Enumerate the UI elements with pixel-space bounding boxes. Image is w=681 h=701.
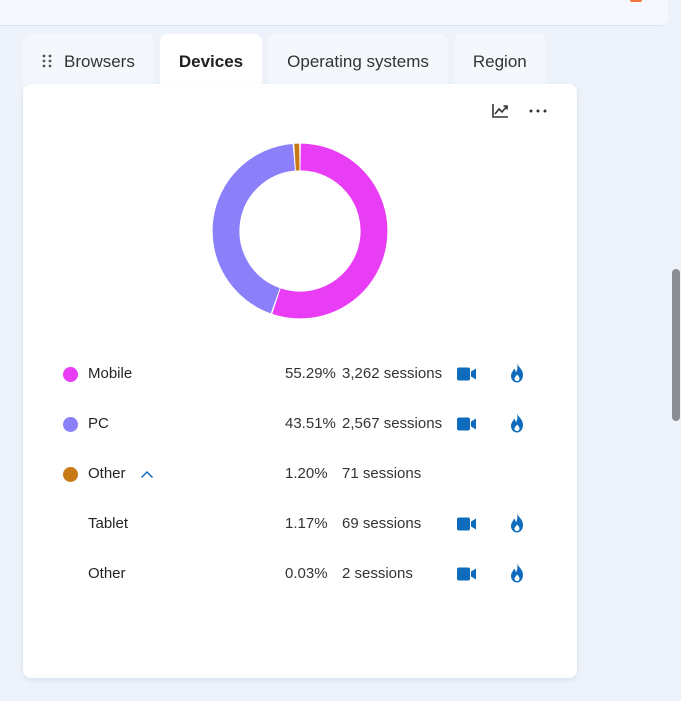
- legend-row-pc[interactable]: PC 43.51% 2,567 sessions: [61, 399, 541, 449]
- device-name: Mobile: [88, 365, 133, 382]
- color-dot: [63, 417, 78, 432]
- legend-row-tablet[interactable]: Tablet 1.17% 69 sessions: [61, 499, 541, 549]
- color-dot: [63, 367, 78, 382]
- tab-label: Region: [472, 52, 527, 71]
- device-sessions: 71 sessions: [342, 465, 422, 482]
- device-percentage: 43.51%: [285, 415, 336, 432]
- device-name: Tablet: [88, 515, 129, 532]
- heatmap-icon[interactable]: [508, 362, 526, 384]
- donut-slice-other[interactable]: [294, 143, 300, 171]
- device-percentage: 55.29%: [285, 365, 336, 382]
- tab-label: Devices: [178, 52, 244, 71]
- scrollbar[interactable]: [672, 269, 680, 421]
- device-sessions: 2 sessions: [342, 565, 413, 582]
- device-name: PC: [88, 415, 109, 432]
- device-sessions: 69 sessions: [342, 515, 422, 532]
- legend-row-other-sub[interactable]: Other 0.03% 2 sessions: [61, 549, 541, 599]
- recording-icon[interactable]: [457, 566, 477, 582]
- device-name: Other: [88, 465, 126, 482]
- tab-label: Browsers: [64, 52, 135, 71]
- legend-row-mobile[interactable]: Mobile 55.29% 3,262 sessions: [61, 349, 541, 399]
- donut-slice-pc[interactable]: [212, 143, 295, 314]
- tab-browsers[interactable]: Browsers: [23, 34, 154, 92]
- card-actions: [489, 100, 549, 122]
- chevron-up-icon[interactable]: [140, 470, 154, 479]
- device-name: Other: [88, 565, 126, 582]
- more-options-icon[interactable]: [527, 100, 549, 122]
- recording-icon[interactable]: [457, 366, 477, 382]
- tab-operating-systems[interactable]: Operating systems: [268, 34, 448, 92]
- recording-icon[interactable]: [457, 416, 477, 432]
- heatmap-icon[interactable]: [508, 562, 526, 584]
- devices-donut-chart: [212, 143, 388, 319]
- drag-handle-icon[interactable]: [42, 54, 52, 68]
- device-sessions: 3,262 sessions: [342, 365, 443, 382]
- notification-icon[interactable]: [630, 0, 642, 2]
- tab-list: Browsers Devices Operating systems Regio…: [23, 34, 546, 92]
- tab-label: Operating systems: [287, 52, 429, 71]
- device-percentage: 0.03%: [285, 565, 328, 582]
- heatmap-icon[interactable]: [508, 512, 526, 534]
- heatmap-icon[interactable]: [508, 412, 526, 434]
- device-percentage: 1.17%: [285, 515, 328, 532]
- device-sessions: 2,567 sessions: [342, 415, 443, 432]
- tab-devices[interactable]: Devices: [159, 34, 263, 92]
- device-legend: Mobile 55.29% 3,262 sessions PC 43.51% 2…: [61, 349, 541, 599]
- device-percentage: 1.20%: [285, 465, 328, 482]
- legend-row-other[interactable]: Other 1.20% 71 sessions: [61, 449, 541, 499]
- recording-icon[interactable]: [457, 516, 477, 532]
- top-bar: [0, 0, 668, 26]
- device-name-group: Other: [88, 465, 154, 482]
- devices-card: Mobile 55.29% 3,262 sessions PC 43.51% 2…: [23, 84, 577, 678]
- trend-chart-icon[interactable]: [489, 100, 511, 122]
- tab-region[interactable]: Region: [453, 34, 546, 92]
- donut-slice-mobile[interactable]: [272, 143, 388, 319]
- color-dot: [63, 467, 78, 482]
